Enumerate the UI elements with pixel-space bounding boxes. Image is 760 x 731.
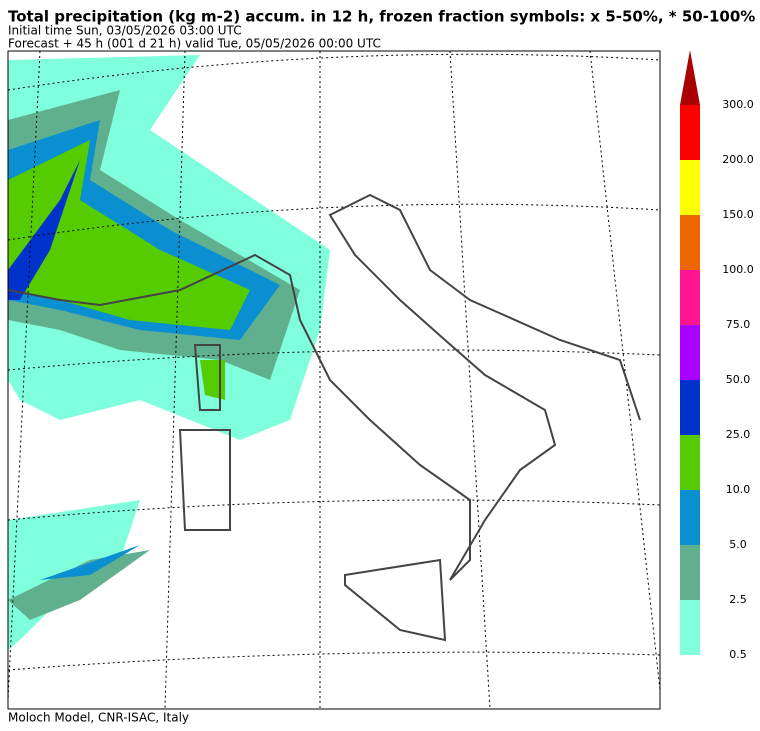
colorbar-label: 5.0 [729, 538, 747, 551]
colorbar-segment [680, 490, 700, 545]
colorbar-extend [680, 50, 700, 105]
colorbar-label: 150.0 [722, 208, 754, 221]
title: Total precipitation (kg m-2) accum. in 1… [8, 8, 755, 26]
colorbar-segment [680, 600, 700, 655]
colorbar: 0.5 2.5 5.0 10.0 25.0 50.0 75.0 100.0 150.0 200.0… [680, 50, 754, 661]
colorbar-segment [680, 215, 700, 270]
colorbar-segment [680, 325, 700, 380]
graticule [8, 51, 660, 709]
footer: Moloch Model, CNR-ISAC, Italy [8, 711, 189, 725]
colorbar-label: 50.0 [726, 373, 751, 386]
colorbar-segment [680, 435, 700, 490]
colorbar-label: 10.0 [726, 483, 751, 496]
colorbar-label: 75.0 [726, 318, 751, 331]
colorbar-segment [680, 105, 700, 160]
colorbar-label: 100.0 [722, 263, 754, 276]
map [7, 50, 661, 710]
map-frame [7, 50, 661, 710]
precipitation [8, 55, 330, 650]
coastlines [8, 193, 641, 642]
colorbar-segment [680, 380, 700, 435]
colorbar-label: 300.0 [722, 98, 754, 111]
forecast-time: Forecast + 45 h (001 d 21 h) valid Tue, … [8, 37, 381, 51]
colorbar-label: 2.5 [729, 593, 747, 606]
colorbar-label: 25.0 [726, 428, 751, 441]
initial-time: Initial time Sun, 03/05/2026 03:00 UTC [8, 24, 242, 38]
colorbar-segment [680, 270, 700, 325]
colorbar-segment [680, 545, 700, 600]
colorbar-label: 200.0 [722, 153, 754, 166]
colorbar-label: 0.5 [729, 648, 747, 661]
colorbar-segment [680, 160, 700, 215]
